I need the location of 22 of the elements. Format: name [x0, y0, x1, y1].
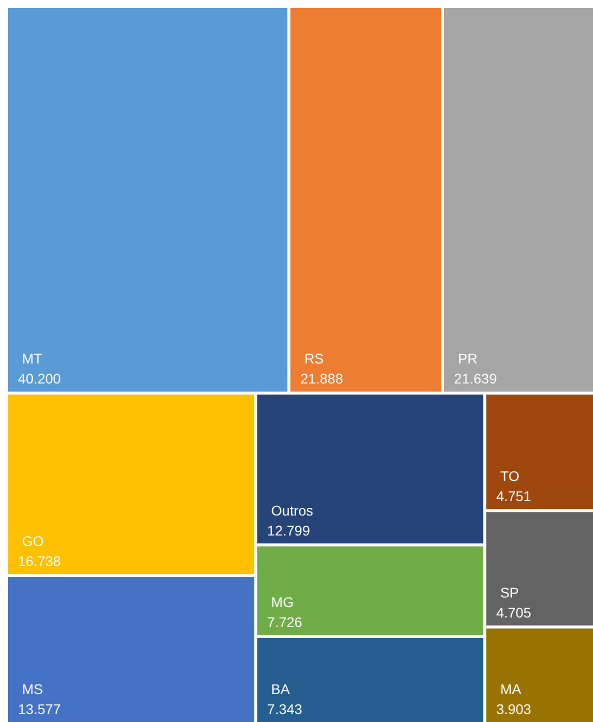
data-label: 7.726 — [267, 614, 302, 630]
data-label: 13.577 — [18, 701, 62, 717]
data-label: 21.639 — [454, 370, 498, 387]
data-label: 3.903 — [496, 701, 532, 717]
data-label: 21.888 — [300, 370, 344, 387]
category-label: PR — [458, 350, 478, 367]
category-label: MS — [22, 681, 43, 697]
category-label: MA — [500, 681, 522, 697]
category-label: GO — [22, 533, 44, 550]
category-label: MG — [271, 594, 294, 610]
data-label: 7.343 — [267, 701, 302, 717]
category-label: RS — [304, 350, 324, 367]
category-label: BA — [271, 681, 290, 697]
data-label: 4.705 — [496, 604, 532, 620]
data-label: 40.200 — [18, 370, 62, 387]
data-label: 4.751 — [496, 488, 532, 504]
data-label: 12.799 — [267, 522, 310, 538]
category-label: TO — [500, 468, 520, 484]
data-label: 16.738 — [18, 553, 62, 570]
category-label: MT — [22, 350, 43, 367]
category-label: Outros — [271, 502, 314, 518]
category-label: SP — [500, 584, 519, 600]
